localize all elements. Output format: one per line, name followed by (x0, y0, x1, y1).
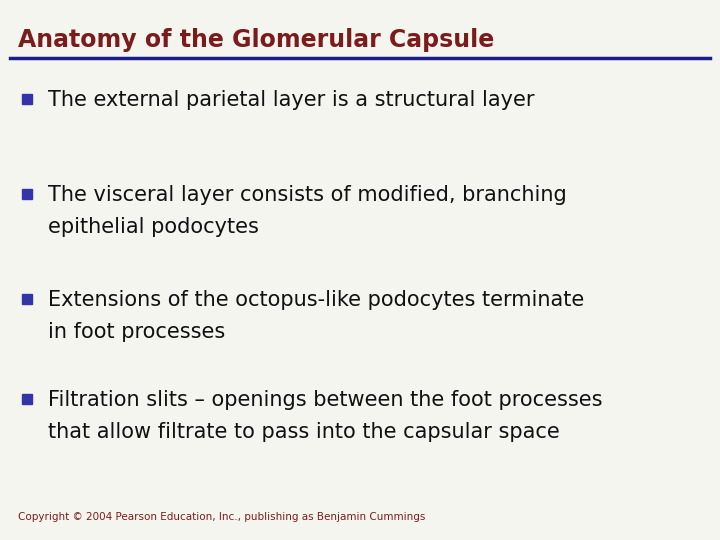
Bar (22, 94, 32, 104)
Text: Extensions of the octopus-like podocytes terminate: Extensions of the octopus-like podocytes… (48, 290, 584, 310)
Text: epithelial podocytes: epithelial podocytes (48, 217, 259, 237)
Text: that allow filtrate to pass into the capsular space: that allow filtrate to pass into the cap… (48, 422, 559, 442)
Text: in foot processes: in foot processes (48, 322, 225, 342)
Text: Filtration slits – openings between the foot processes: Filtration slits – openings between the … (48, 390, 603, 410)
Bar (22, 189, 32, 199)
Text: Copyright © 2004 Pearson Education, Inc., publishing as Benjamin Cummings: Copyright © 2004 Pearson Education, Inc.… (18, 512, 426, 522)
Text: Anatomy of the Glomerular Capsule: Anatomy of the Glomerular Capsule (18, 28, 494, 52)
Bar (22, 294, 32, 304)
Text: The external parietal layer is a structural layer: The external parietal layer is a structu… (48, 90, 534, 110)
Text: The visceral layer consists of modified, branching: The visceral layer consists of modified,… (48, 185, 567, 205)
Bar (22, 394, 32, 404)
